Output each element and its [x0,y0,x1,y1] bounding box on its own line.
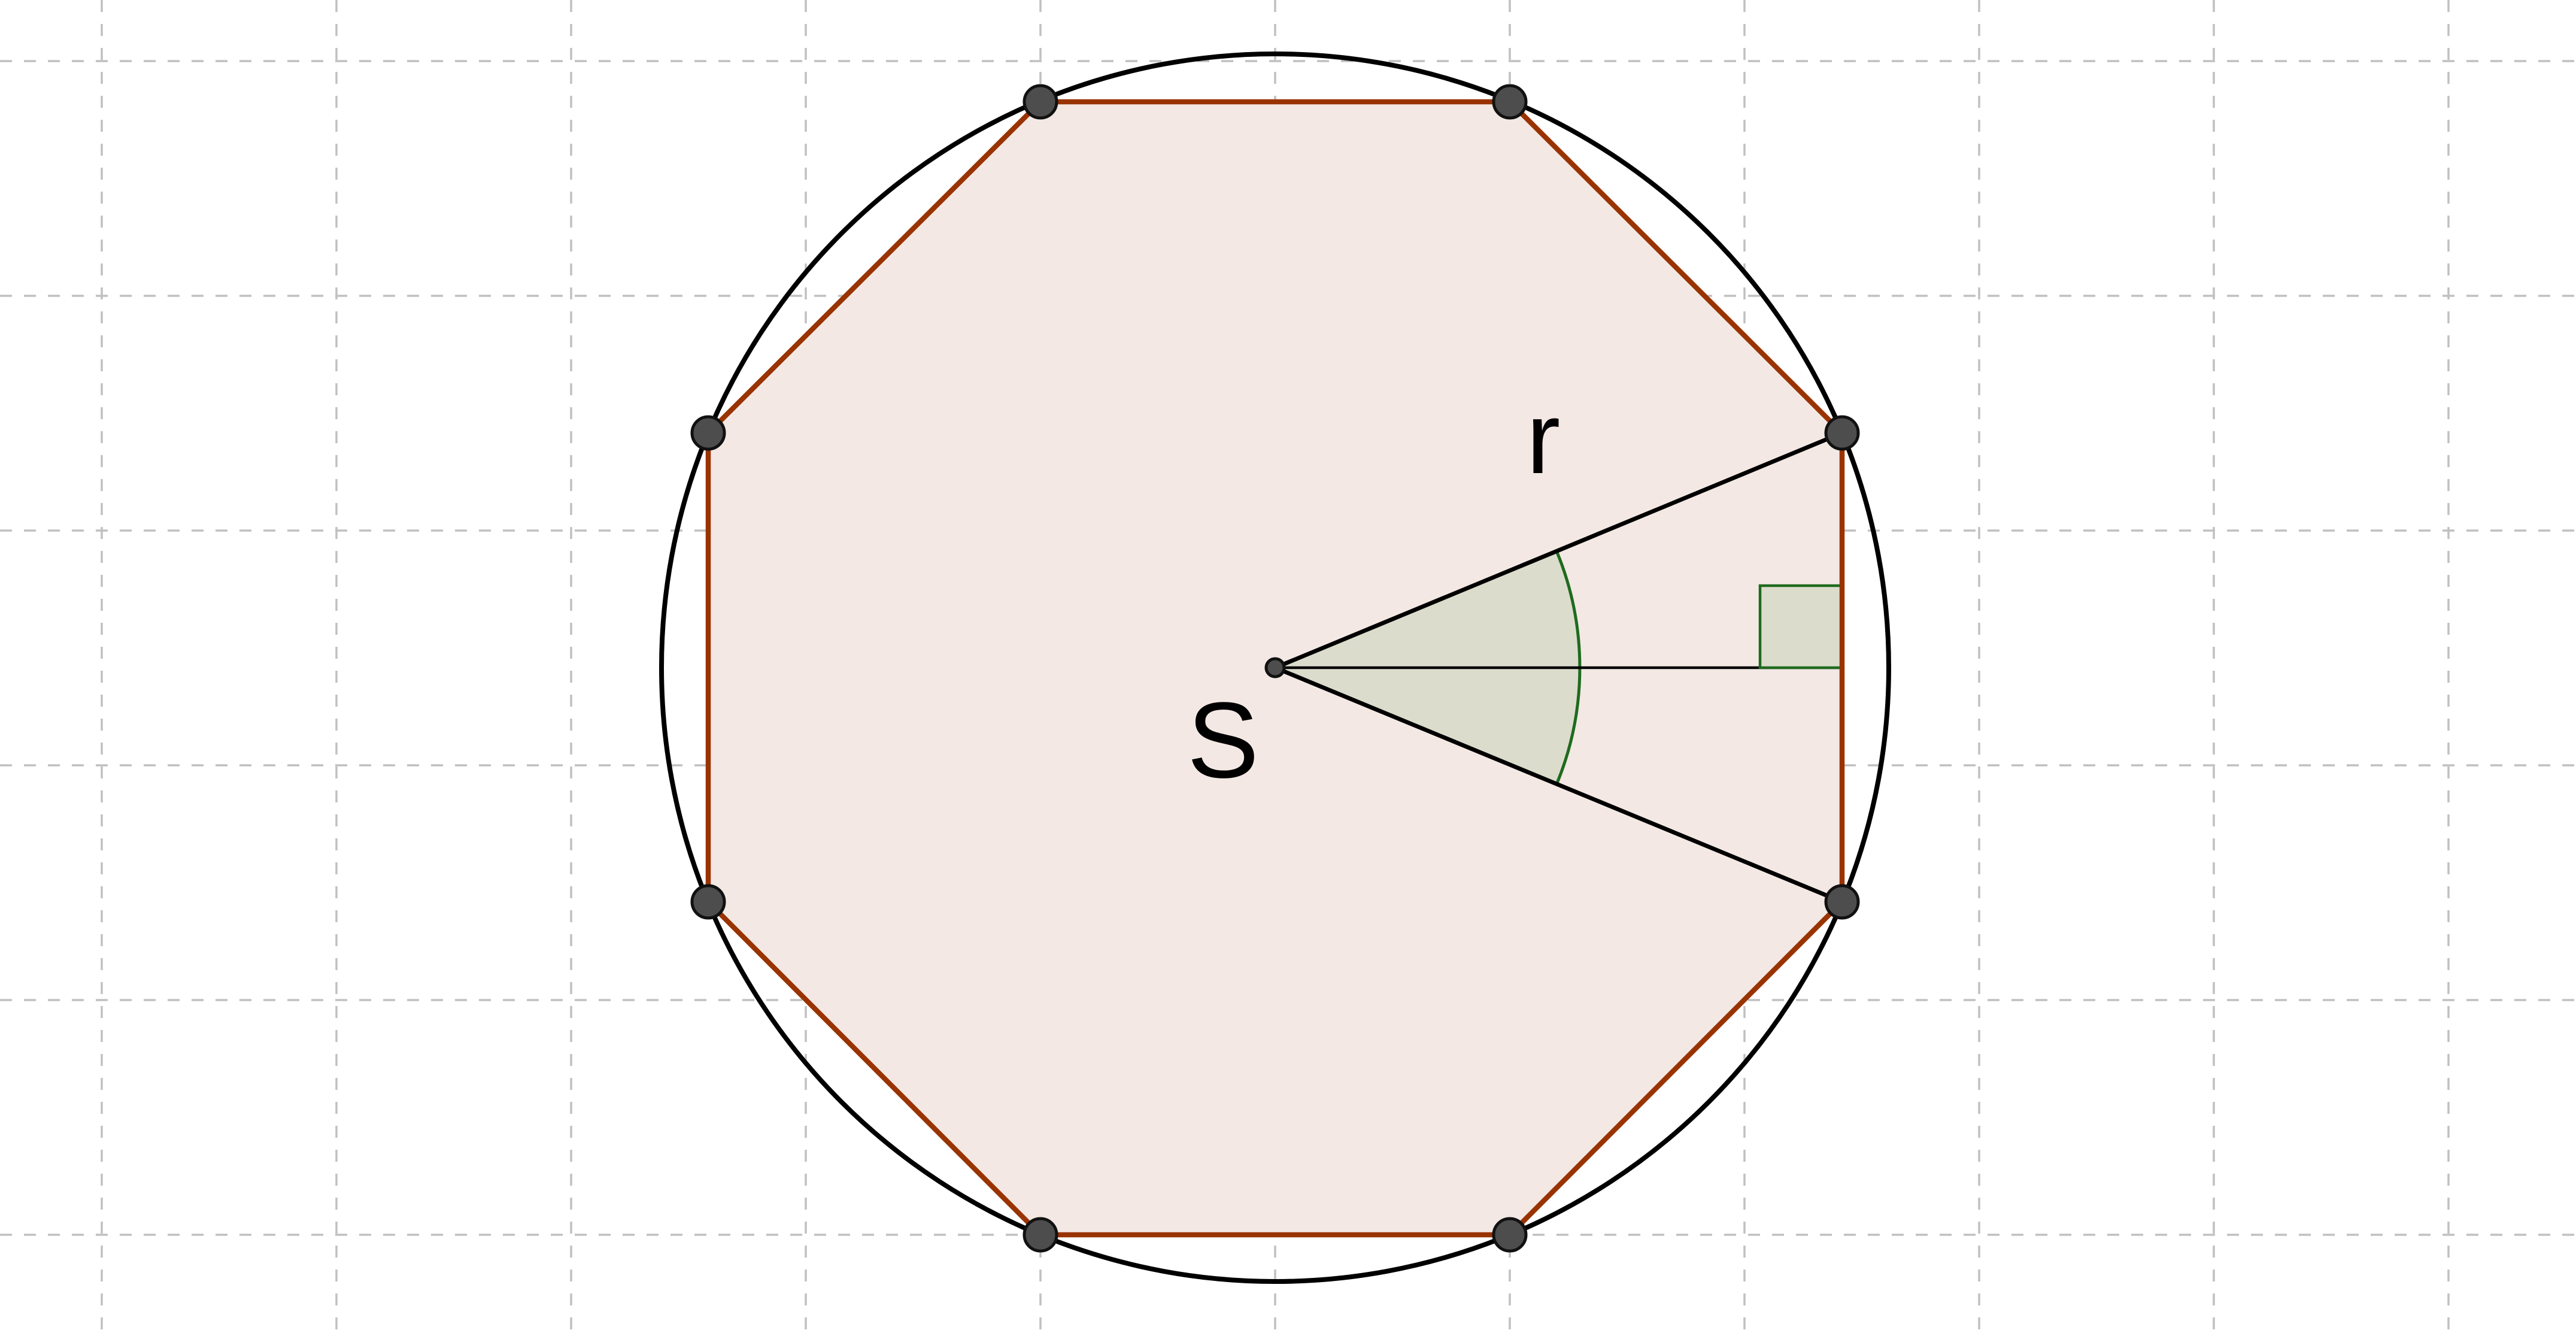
vertex-left-lower[interactable] [690,884,726,920]
vertex-top-right[interactable] [1492,84,1528,120]
octagon-edges [705,99,1845,1238]
radius-label: r [1527,381,1561,495]
vertex-right-lower[interactable] [1824,884,1860,920]
vertex-left-upper[interactable] [690,415,726,451]
octagon-vertices [690,84,1860,1253]
right-angle-marker [1758,584,1844,669]
octagon-edge-top-left [705,99,1043,436]
vertex-right-upper[interactable] [1824,415,1860,451]
radius-lower [1273,665,1844,904]
octagon-edge-bottom-left [705,899,1043,1238]
radius-upper [1273,431,1844,670]
center-point[interactable] [1264,657,1286,678]
vertex-bottom-left[interactable] [1022,1217,1058,1253]
vertex-bottom-right[interactable] [1492,1217,1528,1253]
vertex-top-left[interactable] [1022,84,1058,120]
octagon-edge-bottom-right [1507,899,1845,1238]
circumscribed-circle [659,51,1891,1284]
center-label: S [1187,680,1259,801]
octagon-edge-top-right [1507,99,1845,436]
